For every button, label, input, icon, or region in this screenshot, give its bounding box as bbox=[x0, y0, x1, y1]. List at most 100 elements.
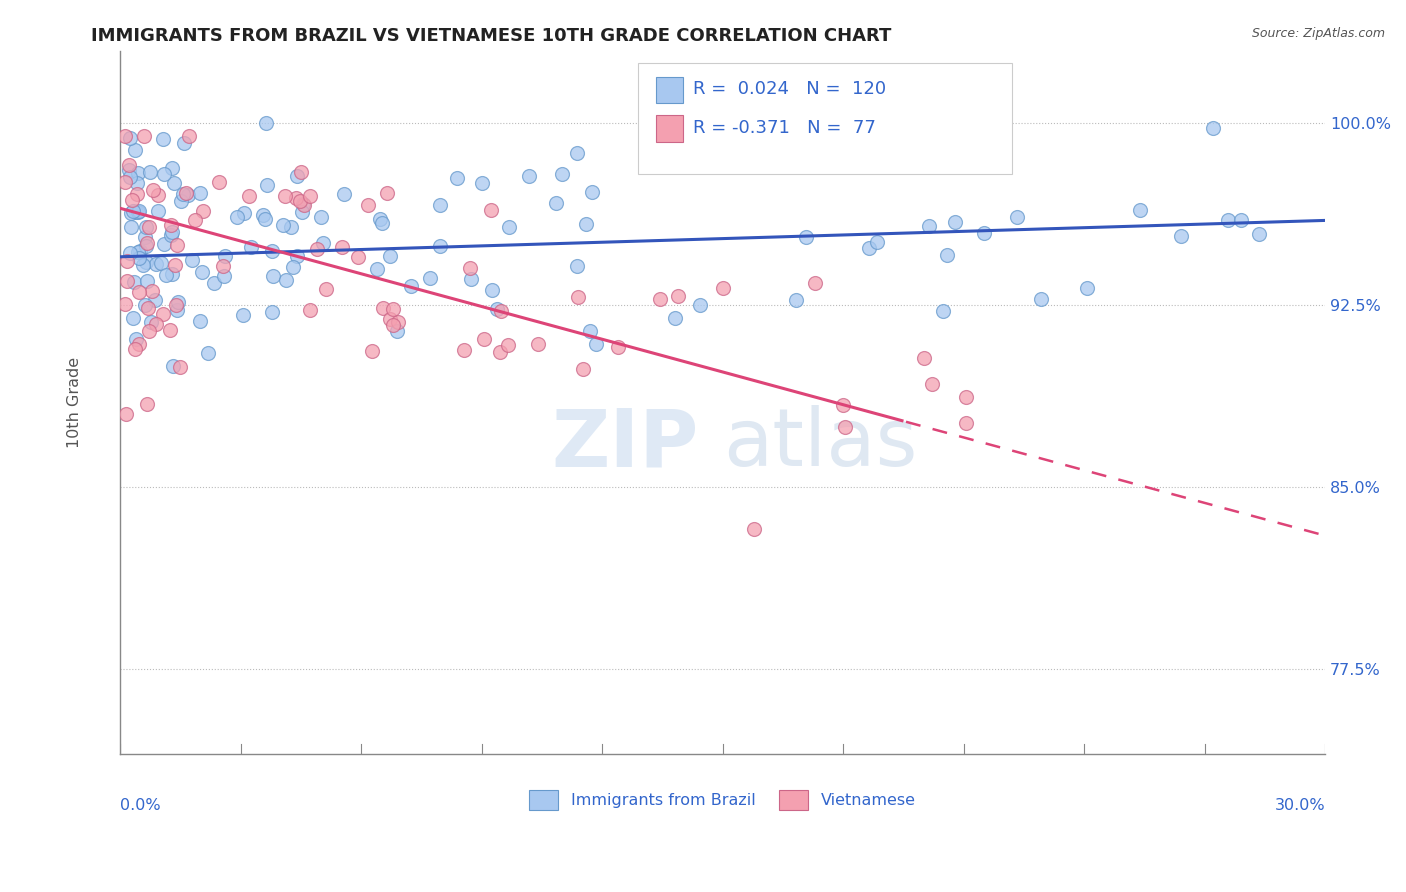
Point bbox=[912, 351, 935, 365]
Point bbox=[127, 245, 149, 260]
Point bbox=[1076, 280, 1098, 294]
Point bbox=[120, 246, 142, 260]
Point bbox=[290, 165, 312, 179]
Point bbox=[921, 377, 943, 392]
Point bbox=[128, 244, 150, 259]
Point bbox=[135, 239, 157, 253]
Point bbox=[124, 275, 146, 289]
Point bbox=[1170, 229, 1192, 244]
Text: R = -0.371   N =  77: R = -0.371 N = 77 bbox=[693, 119, 876, 137]
Point bbox=[578, 324, 600, 338]
Point bbox=[165, 298, 187, 312]
Point bbox=[114, 128, 136, 143]
Point bbox=[368, 212, 391, 227]
Point bbox=[232, 205, 254, 219]
Point bbox=[173, 136, 195, 150]
Bar bbox=[657, 115, 683, 142]
Point bbox=[128, 337, 150, 351]
Point bbox=[567, 290, 589, 304]
Point bbox=[225, 210, 247, 224]
Point bbox=[160, 225, 183, 239]
Text: 0.0%: 0.0% bbox=[120, 797, 160, 813]
Point bbox=[162, 267, 184, 281]
Point bbox=[472, 332, 495, 346]
Point bbox=[136, 397, 159, 411]
Point bbox=[152, 167, 174, 181]
Point bbox=[481, 203, 503, 218]
Point bbox=[120, 206, 142, 220]
Point bbox=[128, 251, 150, 265]
Point bbox=[419, 271, 441, 285]
Point bbox=[648, 292, 671, 306]
Point bbox=[664, 311, 686, 326]
Point bbox=[174, 186, 197, 200]
Point bbox=[115, 254, 138, 268]
Point bbox=[581, 185, 603, 199]
Point bbox=[460, 272, 482, 286]
Point bbox=[122, 203, 145, 218]
Point bbox=[357, 198, 380, 212]
Point bbox=[273, 189, 295, 203]
Point bbox=[496, 338, 519, 352]
Point bbox=[307, 242, 329, 256]
Point bbox=[117, 274, 139, 288]
Point bbox=[689, 298, 711, 312]
Point bbox=[429, 239, 451, 253]
Point bbox=[134, 230, 156, 244]
Point bbox=[124, 144, 146, 158]
Point bbox=[152, 132, 174, 146]
Point bbox=[866, 235, 889, 249]
Point bbox=[785, 293, 807, 307]
Point bbox=[387, 315, 409, 329]
Point bbox=[346, 250, 368, 264]
Point bbox=[288, 194, 311, 208]
Point bbox=[280, 219, 302, 234]
Point bbox=[128, 285, 150, 299]
Point bbox=[375, 186, 398, 200]
Point bbox=[1247, 227, 1270, 242]
Point bbox=[742, 522, 765, 536]
Point bbox=[381, 318, 404, 333]
Point bbox=[385, 324, 408, 338]
Point bbox=[135, 236, 157, 251]
Point bbox=[254, 212, 277, 227]
Point bbox=[794, 230, 817, 244]
Point bbox=[150, 256, 173, 270]
Point bbox=[371, 301, 394, 315]
Point bbox=[285, 249, 308, 263]
Point bbox=[366, 262, 388, 277]
Point bbox=[299, 189, 322, 203]
Point bbox=[333, 186, 356, 201]
Point bbox=[127, 186, 149, 201]
Point bbox=[191, 203, 214, 218]
Point bbox=[128, 203, 150, 218]
Point bbox=[378, 249, 401, 263]
Point bbox=[858, 241, 880, 255]
Point bbox=[127, 176, 149, 190]
Point bbox=[1007, 211, 1029, 225]
Point bbox=[134, 298, 156, 312]
Point bbox=[176, 188, 198, 202]
Point bbox=[256, 178, 278, 192]
Point bbox=[238, 189, 260, 203]
Point bbox=[120, 220, 142, 235]
Point bbox=[955, 391, 977, 405]
Point bbox=[114, 175, 136, 189]
Point bbox=[526, 337, 548, 351]
Point bbox=[498, 220, 520, 235]
Point bbox=[1201, 121, 1223, 136]
Point bbox=[312, 235, 335, 250]
Point bbox=[309, 211, 332, 225]
Point bbox=[214, 249, 236, 263]
Point bbox=[146, 203, 169, 218]
Point bbox=[191, 265, 214, 279]
Point bbox=[188, 314, 211, 328]
Point bbox=[1229, 212, 1251, 227]
Point bbox=[284, 191, 307, 205]
Point bbox=[260, 244, 283, 258]
Point bbox=[146, 187, 169, 202]
Point bbox=[401, 278, 423, 293]
Point bbox=[134, 128, 156, 143]
Point bbox=[283, 260, 305, 274]
Point bbox=[142, 183, 165, 197]
